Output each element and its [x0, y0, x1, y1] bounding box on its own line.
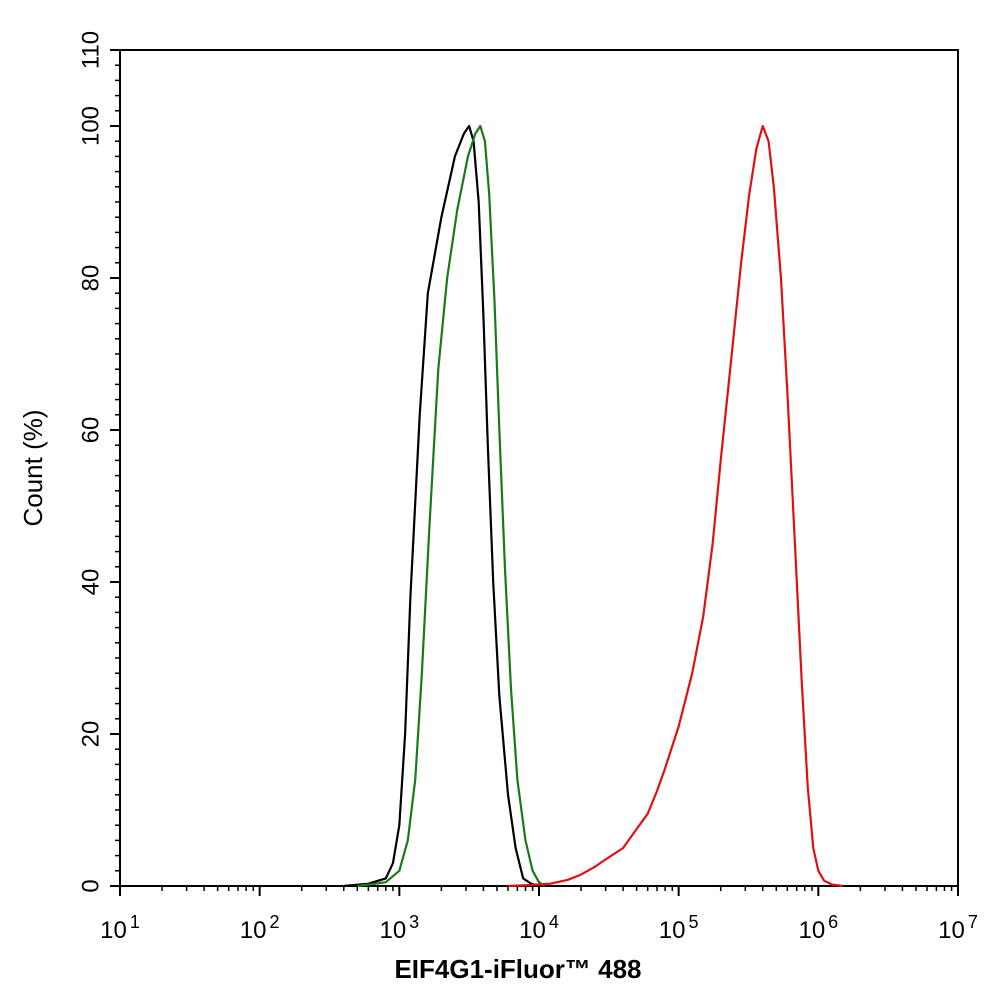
x-tick-label: 10 1 — [100, 912, 140, 944]
x-tick-label: 10 6 — [798, 912, 838, 944]
y-tick-label: 110 — [77, 31, 104, 69]
y-tick-label: 0 — [77, 879, 104, 892]
x-tick-label: 10 7 — [938, 912, 978, 944]
y-tick-label: 20 — [77, 721, 104, 748]
y-tick-label: 60 — [77, 417, 104, 444]
y-axis-title: Count (%) — [18, 409, 48, 526]
series-line-3 — [507, 124, 844, 888]
series-line-2 — [357, 124, 546, 888]
plot-frame — [119, 49, 959, 887]
x-tick-label: 10 3 — [379, 912, 419, 944]
x-axis-title: EIF4G1-iFluor™ 488 — [394, 954, 641, 984]
x-axis-ticks: 10 1 10 2 10 3 10 4 10 5 10 6 10 7 — [100, 886, 978, 944]
series-layer — [120, 124, 958, 888]
x-tick-label: 10 2 — [240, 912, 280, 944]
x-tick-label: 10 4 — [519, 912, 559, 944]
y-tick-label: 80 — [77, 265, 104, 292]
series-line-1 — [343, 124, 540, 888]
y-axis-ticks: 0 20 40 60 80 100 110 — [77, 31, 120, 893]
y-tick-label: 100 — [77, 106, 104, 146]
y-tick-label: 40 — [77, 569, 104, 596]
x-tick-label: 10 5 — [659, 912, 699, 944]
